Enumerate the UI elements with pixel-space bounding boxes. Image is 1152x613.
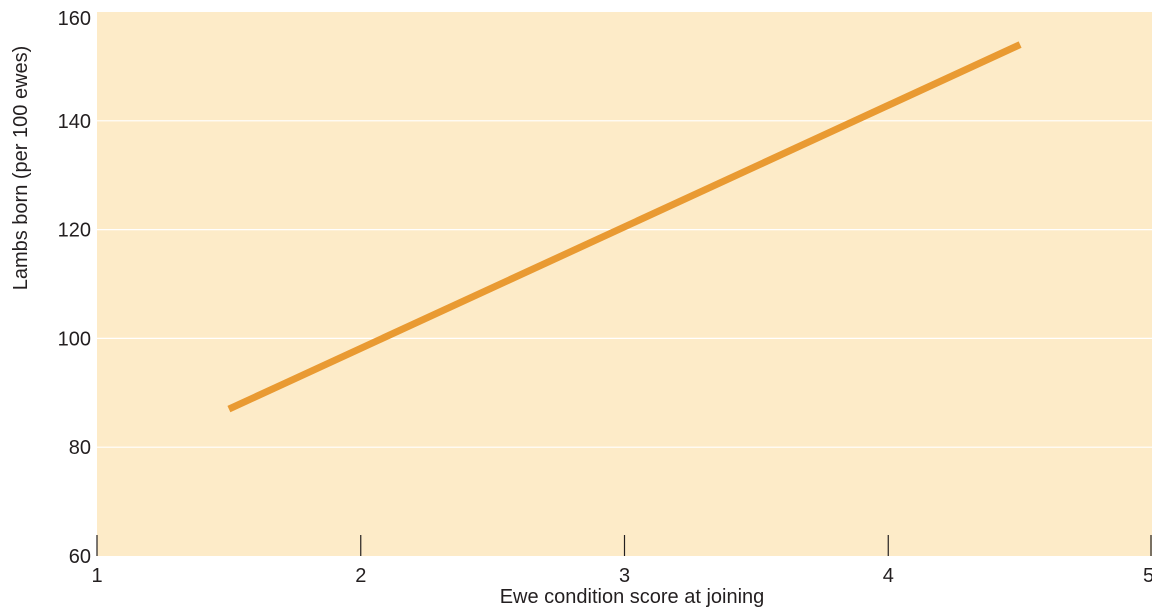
y-axis-label: Lambs born (per 100 ewes) bbox=[10, 46, 32, 291]
x-axis-label: Ewe condition score at joining bbox=[500, 586, 765, 608]
series-layer bbox=[227, 41, 1022, 413]
x-tick-label-5: 5 bbox=[1143, 565, 1152, 587]
y-tick-label-120: 120 bbox=[58, 220, 91, 242]
x-axis-ticks bbox=[96, 535, 1152, 556]
y-tick-label-160: 160 bbox=[58, 8, 91, 30]
series-line-0 bbox=[227, 41, 1022, 413]
x-tick-label-1: 1 bbox=[91, 565, 102, 587]
y-tick-label-80: 80 bbox=[69, 437, 91, 459]
plot-area bbox=[97, 12, 1152, 556]
x-tick-label-2: 2 bbox=[355, 565, 366, 587]
y-axis-tick-labels: 60 80 100 120 140 160 bbox=[58, 8, 91, 568]
x-tick-label-3: 3 bbox=[619, 565, 630, 587]
y-tick-label-60: 60 bbox=[69, 546, 91, 568]
x-axis-tick-labels: 1 2 3 4 5 bbox=[91, 565, 1152, 587]
x-tick-label-4: 4 bbox=[883, 565, 894, 587]
y-tick-label-140: 140 bbox=[58, 111, 91, 133]
y-tick-label-100: 100 bbox=[58, 328, 91, 350]
